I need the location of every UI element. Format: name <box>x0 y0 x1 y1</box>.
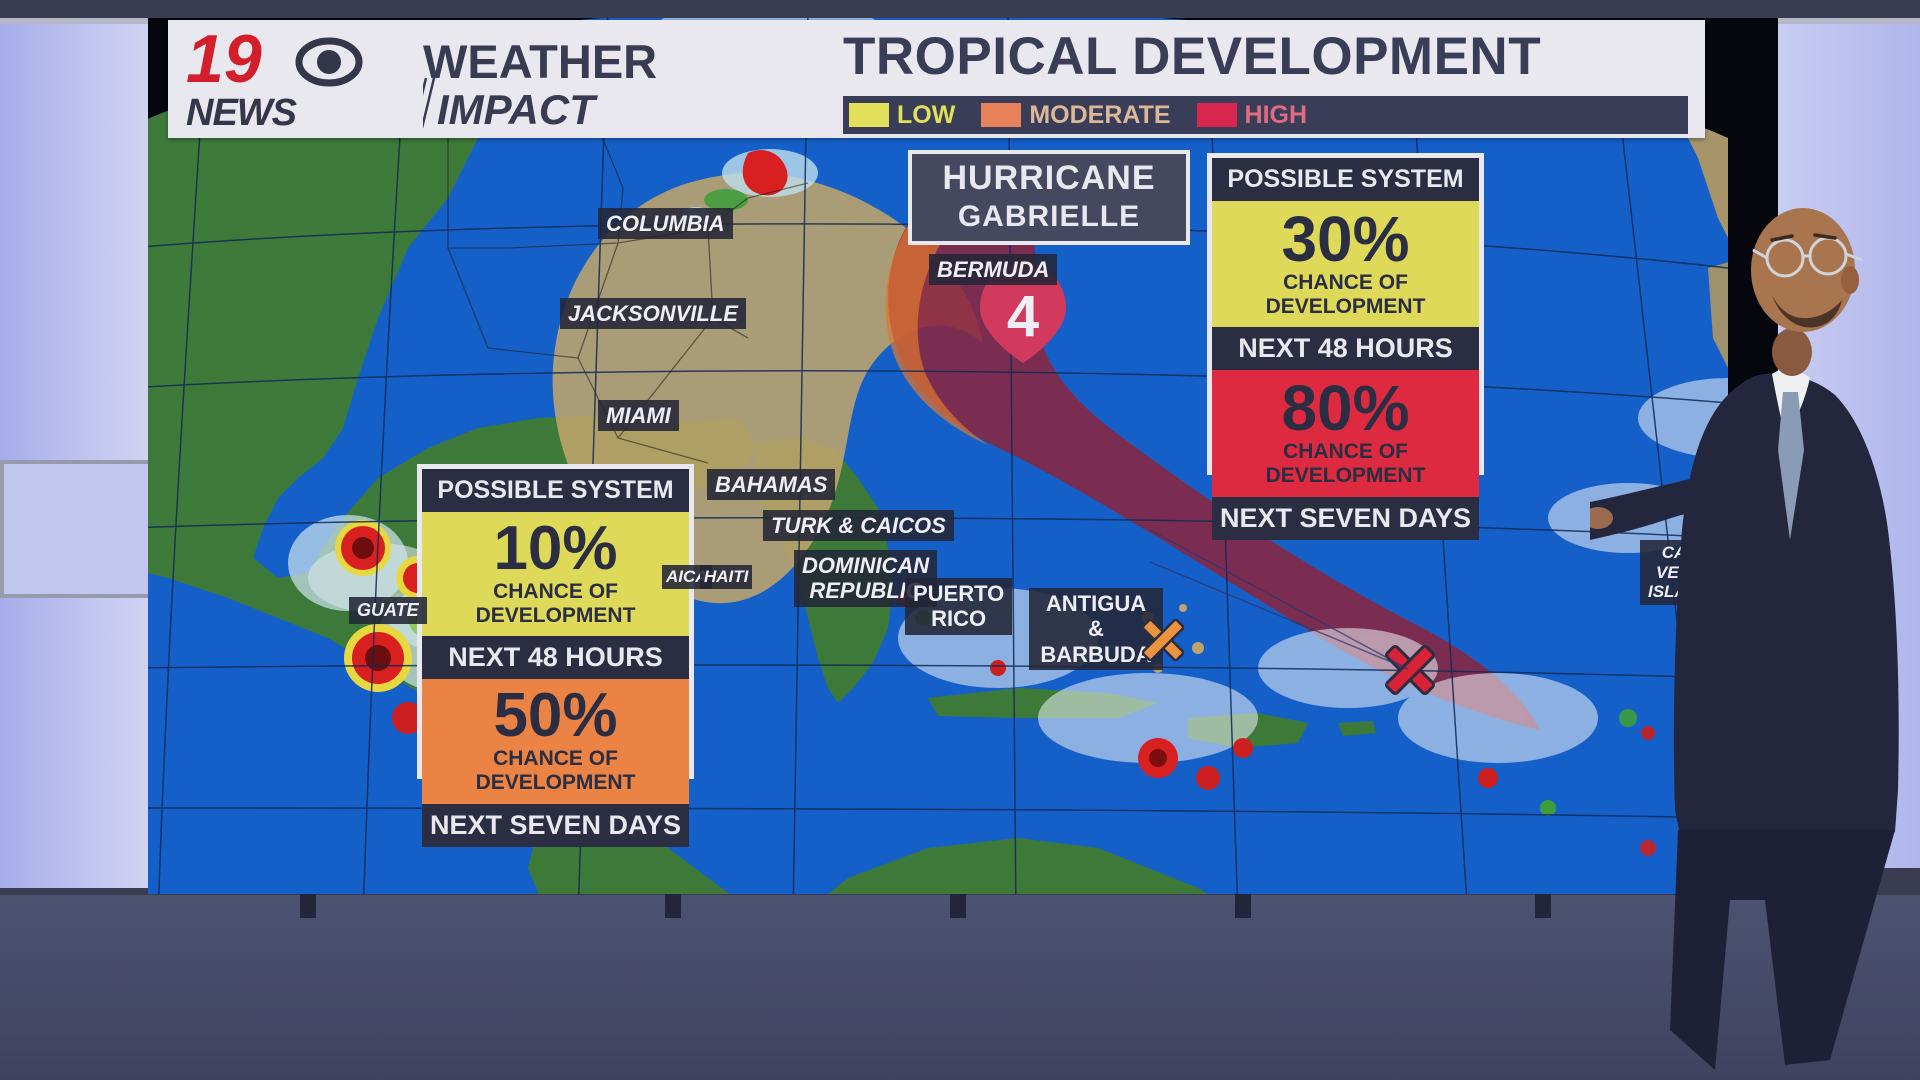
svg-text:4: 4 <box>1007 284 1039 349</box>
svg-text:19: 19 <box>186 21 262 97</box>
svg-text:WEATHER: WEATHER <box>423 35 657 88</box>
svg-text:NEWS: NEWS <box>186 92 297 134</box>
svg-text:IMPACT: IMPACT <box>437 86 598 133</box>
